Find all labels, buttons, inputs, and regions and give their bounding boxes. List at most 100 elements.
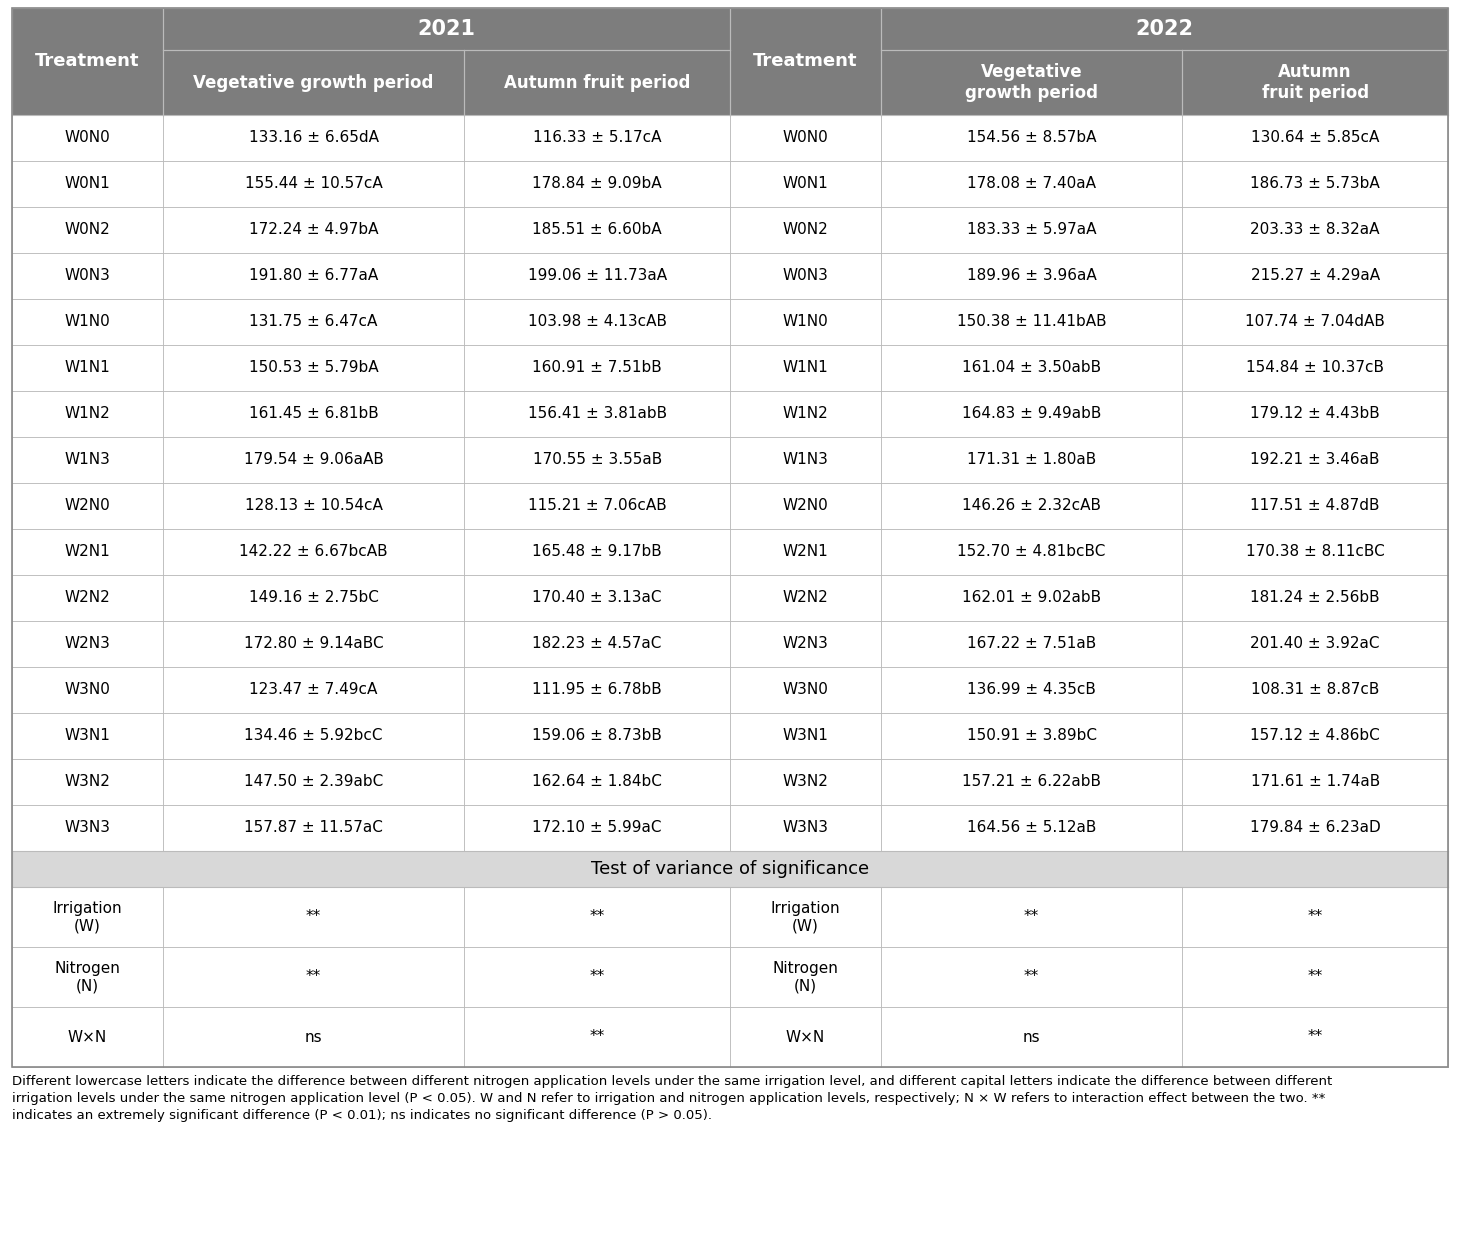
Bar: [464, 575, 730, 621]
Text: **: **: [1308, 910, 1323, 925]
Text: W3N2: W3N2: [783, 775, 828, 790]
Text: **: **: [1023, 970, 1040, 985]
Bar: [12, 161, 162, 208]
Bar: [162, 161, 464, 208]
Text: W1N3: W1N3: [783, 452, 828, 468]
Bar: [12, 482, 162, 529]
Bar: [162, 50, 464, 115]
Text: 116.33 ± 5.17cA: 116.33 ± 5.17cA: [533, 130, 661, 145]
Bar: [162, 1008, 464, 1068]
Bar: [1183, 482, 1448, 529]
Bar: [464, 1008, 730, 1068]
Bar: [1183, 115, 1448, 161]
Text: W1N1: W1N1: [64, 360, 111, 375]
Bar: [730, 8, 880, 115]
Bar: [12, 1008, 162, 1068]
Bar: [730, 948, 880, 1008]
Text: 134.46 ± 5.92bcC: 134.46 ± 5.92bcC: [244, 729, 383, 744]
Text: **: **: [307, 970, 321, 985]
Bar: [1183, 759, 1448, 805]
Text: 133.16 ± 6.65dA: 133.16 ± 6.65dA: [248, 130, 378, 145]
Text: 150.91 ± 3.89bC: 150.91 ± 3.89bC: [967, 729, 1096, 744]
Bar: [162, 668, 464, 712]
Bar: [162, 115, 464, 161]
Text: 123.47 ± 7.49cA: 123.47 ± 7.49cA: [250, 682, 378, 698]
Bar: [880, 1008, 1183, 1068]
Bar: [880, 8, 1448, 50]
Bar: [12, 851, 1448, 888]
Text: Nitrogen
(N): Nitrogen (N): [54, 961, 120, 994]
Bar: [162, 805, 464, 851]
Bar: [730, 115, 880, 161]
Text: 142.22 ± 6.67bcAB: 142.22 ± 6.67bcAB: [239, 545, 388, 560]
Text: 179.54 ± 9.06aAB: 179.54 ± 9.06aAB: [244, 452, 384, 468]
Text: W0N3: W0N3: [64, 269, 111, 284]
Text: 191.80 ± 6.77aA: 191.80 ± 6.77aA: [250, 269, 378, 284]
Text: 108.31 ± 8.87cB: 108.31 ± 8.87cB: [1251, 682, 1380, 698]
Bar: [730, 253, 880, 299]
Text: 136.99 ± 4.35cB: 136.99 ± 4.35cB: [967, 682, 1096, 698]
Text: 128.13 ± 10.54cA: 128.13 ± 10.54cA: [245, 499, 383, 514]
Text: 107.74 ± 7.04dAB: 107.74 ± 7.04dAB: [1245, 315, 1386, 330]
Text: W0N2: W0N2: [783, 222, 828, 238]
Text: 147.50 ± 2.39abC: 147.50 ± 2.39abC: [244, 775, 383, 790]
Text: Irrigation
(W): Irrigation (W): [771, 901, 839, 934]
Text: W1N0: W1N0: [783, 315, 828, 330]
Bar: [880, 529, 1183, 575]
Bar: [12, 621, 162, 668]
Text: 161.45 ± 6.81bB: 161.45 ± 6.81bB: [248, 406, 378, 421]
Bar: [880, 712, 1183, 759]
Bar: [880, 668, 1183, 712]
Bar: [12, 208, 162, 252]
Bar: [730, 759, 880, 805]
Bar: [1183, 345, 1448, 391]
Bar: [162, 621, 464, 668]
Bar: [12, 759, 162, 805]
Text: 162.01 ± 9.02abB: 162.01 ± 9.02abB: [962, 590, 1101, 605]
Text: 152.70 ± 4.81bcBC: 152.70 ± 4.81bcBC: [958, 545, 1105, 560]
Text: 182.23 ± 4.57aC: 182.23 ± 4.57aC: [533, 636, 661, 651]
Bar: [464, 115, 730, 161]
Text: 150.38 ± 11.41bAB: 150.38 ± 11.41bAB: [956, 315, 1107, 330]
Text: 150.53 ± 5.79bA: 150.53 ± 5.79bA: [248, 360, 378, 375]
Text: 201.40 ± 3.92aC: 201.40 ± 3.92aC: [1250, 636, 1380, 651]
Bar: [464, 299, 730, 345]
Bar: [730, 391, 880, 438]
Text: 157.21 ± 6.22abB: 157.21 ± 6.22abB: [962, 775, 1101, 790]
Bar: [464, 529, 730, 575]
Text: 146.26 ± 2.32cAB: 146.26 ± 2.32cAB: [962, 499, 1101, 514]
Bar: [162, 948, 464, 1008]
Bar: [464, 805, 730, 851]
Bar: [162, 253, 464, 299]
Text: 170.55 ± 3.55aB: 170.55 ± 3.55aB: [533, 452, 661, 468]
Text: 171.61 ± 1.74aB: 171.61 ± 1.74aB: [1251, 775, 1380, 790]
Bar: [880, 438, 1183, 483]
Bar: [880, 482, 1183, 529]
Bar: [12, 299, 162, 345]
Text: 189.96 ± 3.96aA: 189.96 ± 3.96aA: [967, 269, 1096, 284]
Text: 162.64 ± 1.84bC: 162.64 ± 1.84bC: [533, 775, 661, 790]
Text: 117.51 ± 4.87dB: 117.51 ± 4.87dB: [1250, 499, 1380, 514]
Bar: [880, 345, 1183, 391]
Bar: [1183, 948, 1448, 1008]
Text: W×N: W×N: [67, 1030, 107, 1045]
Text: W3N1: W3N1: [64, 729, 111, 744]
Bar: [1183, 50, 1448, 115]
Text: W0N3: W0N3: [783, 269, 828, 284]
Text: 157.12 ± 4.86bC: 157.12 ± 4.86bC: [1250, 729, 1380, 744]
Bar: [730, 299, 880, 345]
Text: 171.31 ± 1.80aB: 171.31 ± 1.80aB: [967, 452, 1096, 468]
Text: Autumn fruit period: Autumn fruit period: [504, 74, 691, 91]
Text: 154.84 ± 10.37cB: 154.84 ± 10.37cB: [1247, 360, 1384, 375]
Text: 172.80 ± 9.14aBC: 172.80 ± 9.14aBC: [244, 636, 384, 651]
Text: 164.83 ± 9.49abB: 164.83 ± 9.49abB: [962, 406, 1101, 421]
Bar: [464, 253, 730, 299]
Bar: [1183, 1008, 1448, 1068]
Bar: [880, 621, 1183, 668]
Bar: [1183, 161, 1448, 208]
Bar: [162, 8, 730, 50]
Text: 155.44 ± 10.57cA: 155.44 ± 10.57cA: [245, 176, 383, 191]
Bar: [12, 438, 162, 483]
Bar: [12, 8, 1448, 1068]
Bar: [1183, 712, 1448, 759]
